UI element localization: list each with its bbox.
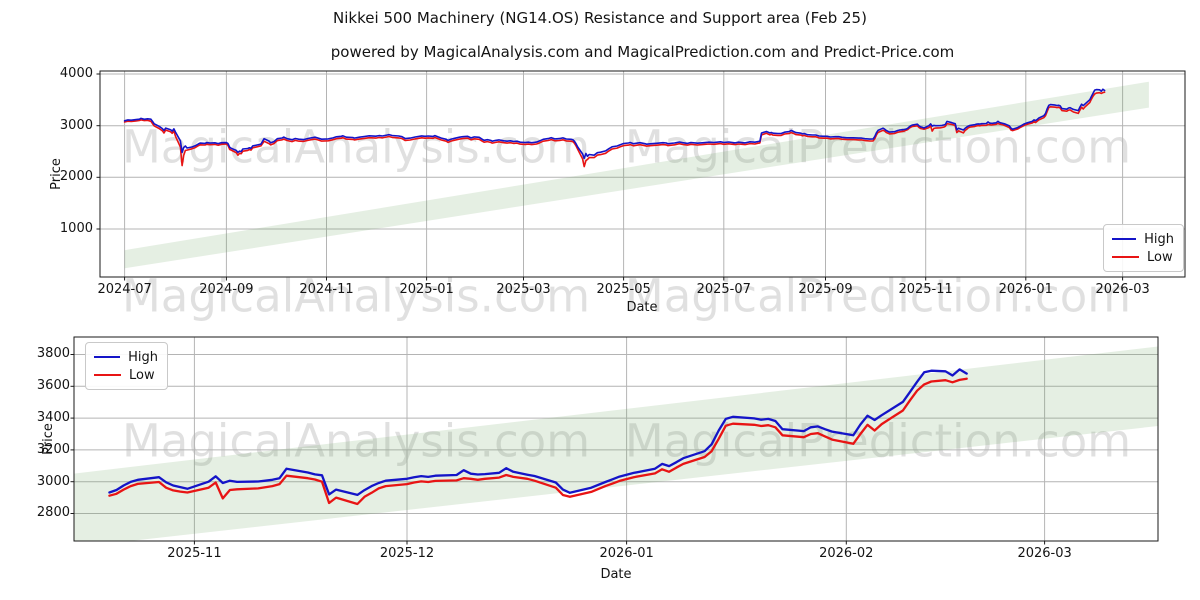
overview-x-tick-label: 2025-09 bbox=[798, 282, 853, 297]
tick-marks bbox=[96, 73, 1124, 281]
legend-low-label: Low bbox=[129, 367, 155, 383]
watermark-text: MagicalAnalysis.com bbox=[121, 120, 591, 174]
chart-title: Nikkei 500 Machinery (NG14.OS) Resistanc… bbox=[333, 9, 867, 27]
axes-spines bbox=[73, 336, 1159, 542]
legend-high-label: High bbox=[128, 349, 158, 365]
detail-y-tick-label: 3200 bbox=[36, 441, 70, 457]
high-line-swatch bbox=[94, 356, 121, 358]
overview-x-tick-label: 2024-07 bbox=[97, 282, 152, 297]
detail-y-tick-label: 3000 bbox=[36, 473, 70, 489]
detail-x-tick-label: 2025-11 bbox=[167, 546, 222, 561]
legend-item-high: High bbox=[1112, 230, 1174, 248]
detail-high-line bbox=[108, 368, 968, 497]
detail-y-tick-label: 3800 bbox=[36, 346, 70, 362]
legend-item-high: High bbox=[94, 348, 158, 366]
overview-y-tick-label: 1000 bbox=[59, 221, 93, 236]
legend-item-low: Low bbox=[1112, 248, 1174, 266]
detail-x-tick-label: 2025-12 bbox=[379, 546, 435, 561]
detail-y-tick-label: 3400 bbox=[36, 410, 70, 426]
detail-x-tick-label: 2026-03 bbox=[1017, 546, 1072, 561]
legend-low-label: Low bbox=[1147, 249, 1173, 265]
overview-x-tick-label: 2025-11 bbox=[898, 282, 953, 297]
overview-y-tick-label: 2000 bbox=[59, 169, 93, 185]
overview-x-tick-label: 2025-03 bbox=[496, 282, 551, 297]
watermark-text: MagicalAnalysis.com bbox=[121, 269, 591, 323]
detail-x-tick-label: 2026-01 bbox=[599, 546, 654, 561]
support-resistance-band bbox=[124, 81, 1149, 269]
overview-x-tick-label: 2026-03 bbox=[1095, 282, 1150, 297]
overview-x-tick-label: 2024-09 bbox=[199, 282, 254, 297]
detail-y-tick-label: 2800 bbox=[36, 505, 70, 521]
overview-y-tick-label: 3000 bbox=[59, 117, 93, 133]
tick-marks bbox=[70, 354, 1046, 545]
low-line-swatch bbox=[1112, 256, 1139, 258]
detail-x-axis-label: Date bbox=[600, 567, 632, 582]
overview-high-line bbox=[123, 88, 1106, 160]
legend-high-label: High bbox=[1144, 231, 1174, 247]
legend-item-low: Low bbox=[94, 366, 158, 384]
watermark-text: MagicalAnalysis.com bbox=[122, 415, 590, 468]
low-line-swatch bbox=[94, 374, 121, 376]
overview-legend: High Low bbox=[1103, 224, 1184, 272]
overview-x-tick-label: 2026-01 bbox=[998, 282, 1053, 297]
support-resistance-band bbox=[74, 346, 1158, 541]
overview-x-axis-label: Date bbox=[626, 300, 658, 315]
high-line-swatch bbox=[1112, 238, 1137, 240]
overview-x-tick-label: 2025-05 bbox=[596, 282, 651, 297]
chart-subtitle: powered by MagicalAnalysis.com and Magic… bbox=[330, 43, 955, 61]
detail-legend: High Low bbox=[85, 342, 168, 390]
grid-lines bbox=[74, 337, 1158, 541]
overview-low-line bbox=[123, 91, 1106, 168]
watermark-text: MagicalPrediction.com bbox=[625, 415, 1131, 468]
detail-y-tick-label: 3600 bbox=[36, 378, 70, 394]
detail-plot bbox=[70, 336, 1159, 545]
axes-spines bbox=[99, 70, 1186, 278]
detail-low-line bbox=[108, 377, 968, 506]
overview-x-tick-label: 2025-07 bbox=[696, 282, 751, 297]
detail-x-tick-label: 2026-02 bbox=[819, 546, 874, 561]
watermark-text: MagicalPrediction.com bbox=[625, 121, 1131, 174]
overview-x-tick-label: 2024-11 bbox=[299, 282, 354, 297]
overview-x-tick-label: 2025-01 bbox=[399, 282, 454, 297]
overview-y-tick-label: 4000 bbox=[59, 65, 93, 81]
watermark-text: MagicalPrediction.com bbox=[624, 269, 1132, 323]
overview-plot bbox=[96, 70, 1186, 281]
